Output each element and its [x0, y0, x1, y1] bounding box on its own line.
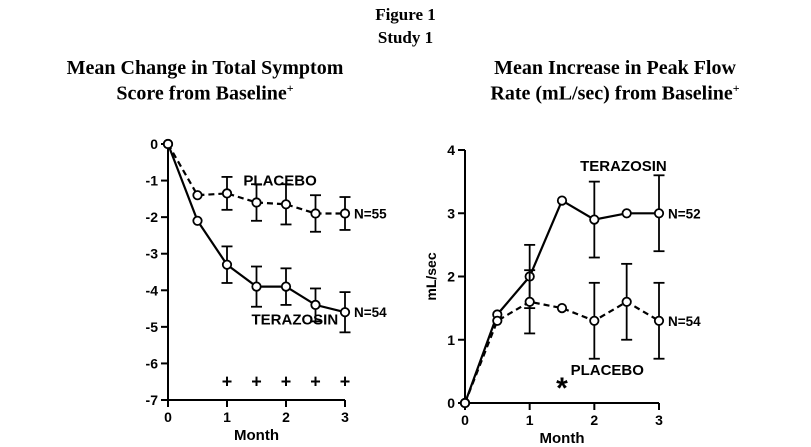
- svg-text:N=52: N=52: [668, 206, 701, 221]
- chart-svg: 0 1 2 3 4 0 1 2 3 Month mL/sec TERAZOSIN N=52 PLACEBO…: [423, 142, 701, 447]
- svg-text:0: 0: [150, 136, 158, 152]
- peak-flow-title-line1: Mean Increase in Peak Flow: [494, 57, 736, 79]
- svg-text:1: 1: [447, 332, 455, 348]
- svg-text:Month: Month: [234, 427, 279, 444]
- svg-text:mL/sec: mL/sec: [423, 252, 439, 300]
- superscript-plus: +: [732, 81, 740, 95]
- svg-text:-6: -6: [146, 355, 159, 371]
- symptom-title-line1: Mean Change in Total Symptom: [66, 57, 344, 79]
- svg-text:0: 0: [461, 412, 469, 428]
- svg-text:-2: -2: [146, 209, 159, 225]
- symptom-score-chart: 0 -1 -2 -3 -4 -5 -6 -7 0 1 2 3 Month PLACEBO N=55 TERAZ…: [100, 130, 400, 445]
- svg-text:*: *: [556, 372, 568, 405]
- superscript-plus: +: [286, 81, 294, 95]
- svg-text:-1: -1: [146, 173, 159, 189]
- chart-svg: 0 -1 -2 -3 -4 -5 -6 -7 0 1 2 3 Month PLACEBO N=55 TERAZ…: [146, 136, 388, 444]
- figure-header: Figure 1 Study 1: [0, 4, 811, 50]
- svg-text:TERAZOSIN: TERAZOSIN: [580, 158, 667, 175]
- svg-text:3: 3: [655, 412, 663, 428]
- svg-text:+: +: [340, 372, 351, 392]
- figure-subtitle: Study 1: [377, 27, 434, 47]
- svg-text:+: +: [281, 372, 292, 392]
- svg-text:-3: -3: [146, 246, 159, 262]
- peak-flow-chart: 0 1 2 3 4 0 1 2 3 Month mL/sec TERAZOSIN N=52 PLACEBO…: [420, 130, 720, 447]
- svg-text:3: 3: [341, 409, 349, 425]
- symptom-title-line2: Score from Baseline: [116, 82, 287, 105]
- peak-flow-title-line2: Rate (mL/sec) from Baseline: [490, 82, 733, 105]
- svg-text:Month: Month: [540, 430, 585, 445]
- svg-text:2: 2: [590, 412, 598, 428]
- peak-flow-chart-title: Mean Increase in Peak Flow Rate (mL/sec)…: [425, 56, 805, 107]
- svg-text:TERAZOSIN: TERAZOSIN: [252, 312, 339, 329]
- svg-text:1: 1: [526, 412, 534, 428]
- svg-text:+: +: [310, 372, 321, 392]
- figure-title: Figure 1: [375, 5, 436, 24]
- svg-text:0: 0: [164, 409, 172, 425]
- symptom-score-chart-title: Mean Change in Total Symptom Score from …: [10, 56, 400, 107]
- svg-text:4: 4: [447, 142, 455, 158]
- svg-text:-7: -7: [146, 392, 159, 408]
- svg-text:-5: -5: [146, 319, 159, 335]
- svg-text:+: +: [222, 372, 233, 392]
- svg-text:N=54: N=54: [354, 305, 387, 320]
- svg-text:-4: -4: [146, 282, 159, 298]
- svg-text:N=55: N=55: [354, 206, 387, 221]
- svg-text:N=54: N=54: [668, 314, 701, 329]
- svg-text:3: 3: [447, 205, 455, 221]
- svg-text:PLACEBO: PLACEBO: [243, 173, 317, 190]
- svg-text:0: 0: [447, 395, 455, 411]
- svg-text:PLACEBO: PLACEBO: [571, 362, 645, 379]
- svg-text:2: 2: [447, 269, 455, 285]
- svg-text:2: 2: [282, 409, 290, 425]
- svg-text:1: 1: [223, 409, 231, 425]
- svg-text:+: +: [251, 372, 262, 392]
